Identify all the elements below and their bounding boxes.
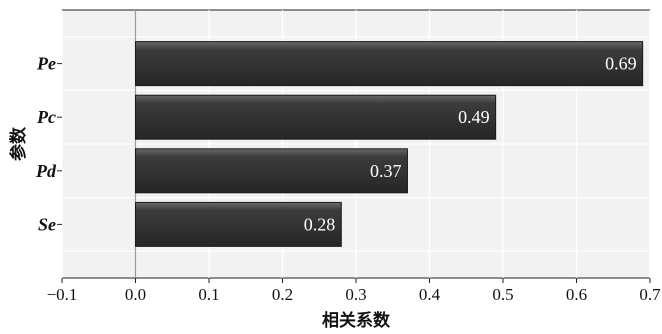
bars: 0.69 0.49 0.37 0.28 (135, 41, 644, 247)
bar-pd (135, 148, 408, 194)
y-tick-label: Pc (36, 107, 56, 127)
bar-pe (135, 41, 644, 87)
bar-se (135, 201, 342, 247)
bar-value-label: 0.28 (304, 214, 336, 234)
y-axis-ticks: Pe Pc Pd Se (35, 54, 62, 234)
x-tick-label: 0.4 (419, 285, 441, 304)
x-tick-label: 0.0 (125, 285, 146, 304)
x-tick-label: 0.6 (566, 285, 587, 304)
bar-value-label: 0.37 (370, 161, 402, 181)
y-tick-label: Pd (35, 161, 57, 181)
x-tick-label: 0.2 (272, 285, 293, 304)
y-axis-title: 参数 (8, 126, 29, 161)
x-axis-ticks: −0.1 0.0 0.1 0.2 0.3 0.4 0.5 0.6 0.7 (47, 278, 661, 304)
x-tick-label: 0.3 (345, 285, 366, 304)
x-tick-label: 0.5 (492, 285, 513, 304)
x-axis-title: 相关系数 (322, 310, 391, 331)
x-tick-label: −0.1 (47, 285, 78, 304)
x-tick-label: 0.7 (639, 285, 661, 304)
y-tick-label: Pe (36, 54, 56, 74)
x-tick-label: 0.1 (198, 285, 219, 304)
bar-pc (135, 94, 497, 140)
bar-value-label: 0.69 (605, 54, 637, 74)
y-tick-label: Se (38, 214, 56, 234)
bar-value-label: 0.49 (458, 107, 490, 127)
